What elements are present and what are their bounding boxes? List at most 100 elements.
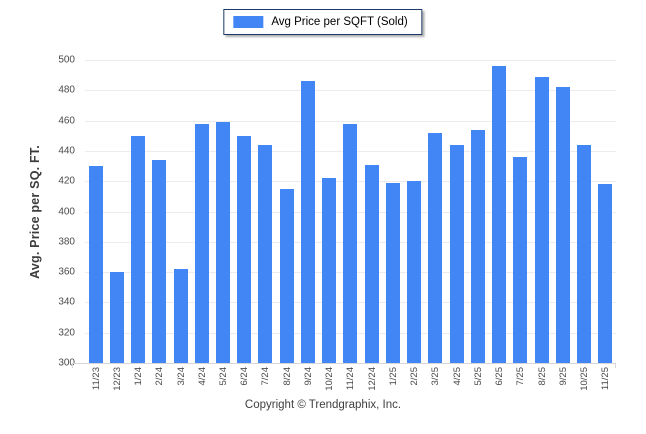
bar-slot xyxy=(552,60,573,363)
x-tick-cell: 5/25 xyxy=(467,367,488,399)
bar xyxy=(428,132,443,363)
x-tick-cell: 8/24 xyxy=(276,367,297,399)
x-tick-label: 3/25 xyxy=(430,367,442,386)
x-tick-label: 6/25 xyxy=(494,367,506,386)
x-tick-cell: 6/25 xyxy=(488,367,509,399)
bar xyxy=(343,123,358,363)
x-tick-label: 8/25 xyxy=(536,367,548,386)
bar-slot xyxy=(531,60,552,363)
bar-slot xyxy=(319,60,340,363)
bar xyxy=(492,66,507,363)
x-tick-label: 9/24 xyxy=(302,367,314,386)
bar-slot xyxy=(488,60,509,363)
x-tick-label: 11/23 xyxy=(90,367,102,391)
x-tick-cell: 4/24 xyxy=(191,367,212,399)
bar-slot xyxy=(595,60,616,363)
y-tick-label: 300 xyxy=(58,357,75,369)
bar xyxy=(279,188,294,363)
bar xyxy=(322,178,337,363)
bar-slot xyxy=(149,60,170,363)
x-tick-label: 5/24 xyxy=(218,367,230,386)
x-tick-cell: 3/24 xyxy=(170,367,191,399)
x-tick-label: 11/24 xyxy=(345,367,357,391)
bar xyxy=(216,122,231,363)
bar-slot xyxy=(276,60,297,363)
bar-slot xyxy=(106,60,127,363)
bar-slot xyxy=(212,60,233,363)
y-tick-label: 460 xyxy=(58,115,75,127)
copyright-text: Copyright © Trendgraphix, Inc. xyxy=(244,399,402,411)
x-tick-label: 2/24 xyxy=(154,367,166,386)
x-tick-label: 12/24 xyxy=(366,367,378,391)
x-tick-cell: 6/24 xyxy=(234,367,255,399)
x-tick-label: 4/24 xyxy=(196,367,208,386)
x-tick-cell: 7/25 xyxy=(510,367,531,399)
x-axis-right-tick xyxy=(615,363,616,368)
x-tick-cell: 3/25 xyxy=(425,367,446,399)
x-tick-cell: 11/25 xyxy=(595,367,616,399)
bar xyxy=(237,135,252,363)
x-tick-cell: 11/23 xyxy=(85,367,106,399)
x-tick-label: 7/25 xyxy=(515,367,527,386)
bar xyxy=(109,272,124,363)
y-tick-label: 340 xyxy=(58,296,75,308)
x-tick-cell: 9/25 xyxy=(552,367,573,399)
bar-slot xyxy=(234,60,255,363)
x-tick-cell: 10/25 xyxy=(573,367,594,399)
bar-series xyxy=(85,60,616,363)
bar xyxy=(407,181,422,363)
x-tick-cell: 5/24 xyxy=(212,367,233,399)
x-tick-label: 3/24 xyxy=(175,367,187,386)
bar-slot xyxy=(467,60,488,363)
x-tick-label: 2/25 xyxy=(409,367,421,386)
x-tick-cell: 10/24 xyxy=(319,367,340,399)
bar-slot xyxy=(446,60,467,363)
y-tick-label: 440 xyxy=(58,145,75,157)
x-tick-label: 12/23 xyxy=(111,367,123,391)
legend-label: Avg Price per SQFT (Sold) xyxy=(271,16,408,28)
bar xyxy=(385,182,400,363)
bar xyxy=(258,144,273,363)
bar xyxy=(449,144,464,363)
x-tick-label: 8/24 xyxy=(281,367,293,386)
x-tick-cell: 4/25 xyxy=(446,367,467,399)
chart-legend: Avg Price per SQFT (Sold) xyxy=(223,9,423,35)
bar xyxy=(598,184,613,363)
x-tick-label: 6/24 xyxy=(239,367,251,386)
y-tick-label: 380 xyxy=(58,236,75,248)
y-tick-label: 360 xyxy=(58,266,75,278)
bar-slot xyxy=(297,60,318,363)
y-tick-label: 500 xyxy=(58,54,75,66)
x-tick-cell: 12/23 xyxy=(106,367,127,399)
bar xyxy=(534,76,549,363)
bar xyxy=(364,164,379,363)
y-tick-label: 400 xyxy=(58,206,75,217)
x-tick-cell: 2/25 xyxy=(404,367,425,399)
x-axis-tick-labels: 11/23 12/23 1/24 2/24 3/24 4/24 5/24 6/24 7/24 8/… xyxy=(85,367,616,399)
x-tick-label: 7/24 xyxy=(260,367,272,386)
x-tick-label: 10/25 xyxy=(579,367,590,391)
x-tick-label: 1/25 xyxy=(387,367,399,386)
x-tick-label: 9/25 xyxy=(557,367,569,386)
bar-slot xyxy=(85,60,106,363)
x-tick-label: 4/25 xyxy=(451,367,463,386)
x-tick-cell: 7/24 xyxy=(255,367,276,399)
gridline xyxy=(85,60,616,61)
y-tick-label: 420 xyxy=(58,175,75,187)
bar-slot xyxy=(191,60,212,363)
bar-slot xyxy=(255,60,276,363)
bar xyxy=(173,269,188,363)
x-axis-left-tick xyxy=(72,363,73,368)
x-tick-cell: 1/25 xyxy=(382,367,403,399)
y-axis-tick-labels: 500 480 460 440 420 400 380 360 340 320 300 xyxy=(0,55,75,369)
x-tick-label: 5/25 xyxy=(472,367,484,386)
x-tick-cell: 2/24 xyxy=(149,367,170,399)
bar xyxy=(88,166,103,363)
bar-slot xyxy=(170,60,191,363)
bar xyxy=(470,129,485,363)
bar xyxy=(300,81,315,363)
bar xyxy=(131,135,146,363)
x-tick-cell: 9/24 xyxy=(297,367,318,399)
bar-slot xyxy=(382,60,403,363)
